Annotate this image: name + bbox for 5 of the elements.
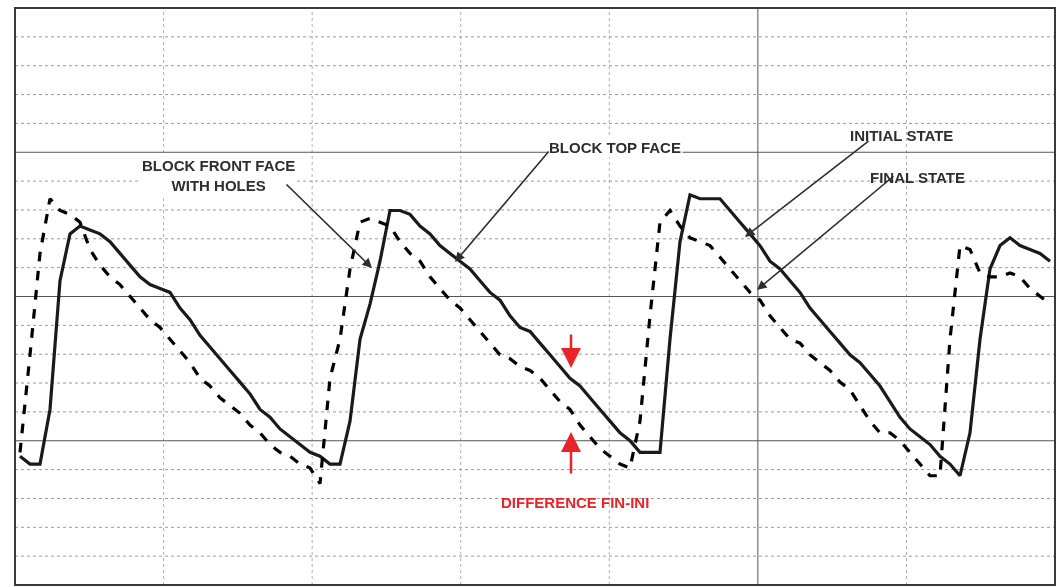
text: BLOCK TOP FACE [549,139,681,156]
text: BLOCK FRONT FACE WITH HOLES [142,157,296,194]
annotation: DIFFERENCE FIN-INI [501,494,650,511]
text: FINAL STATE [870,169,965,186]
text: INITIAL STATE [850,127,954,144]
